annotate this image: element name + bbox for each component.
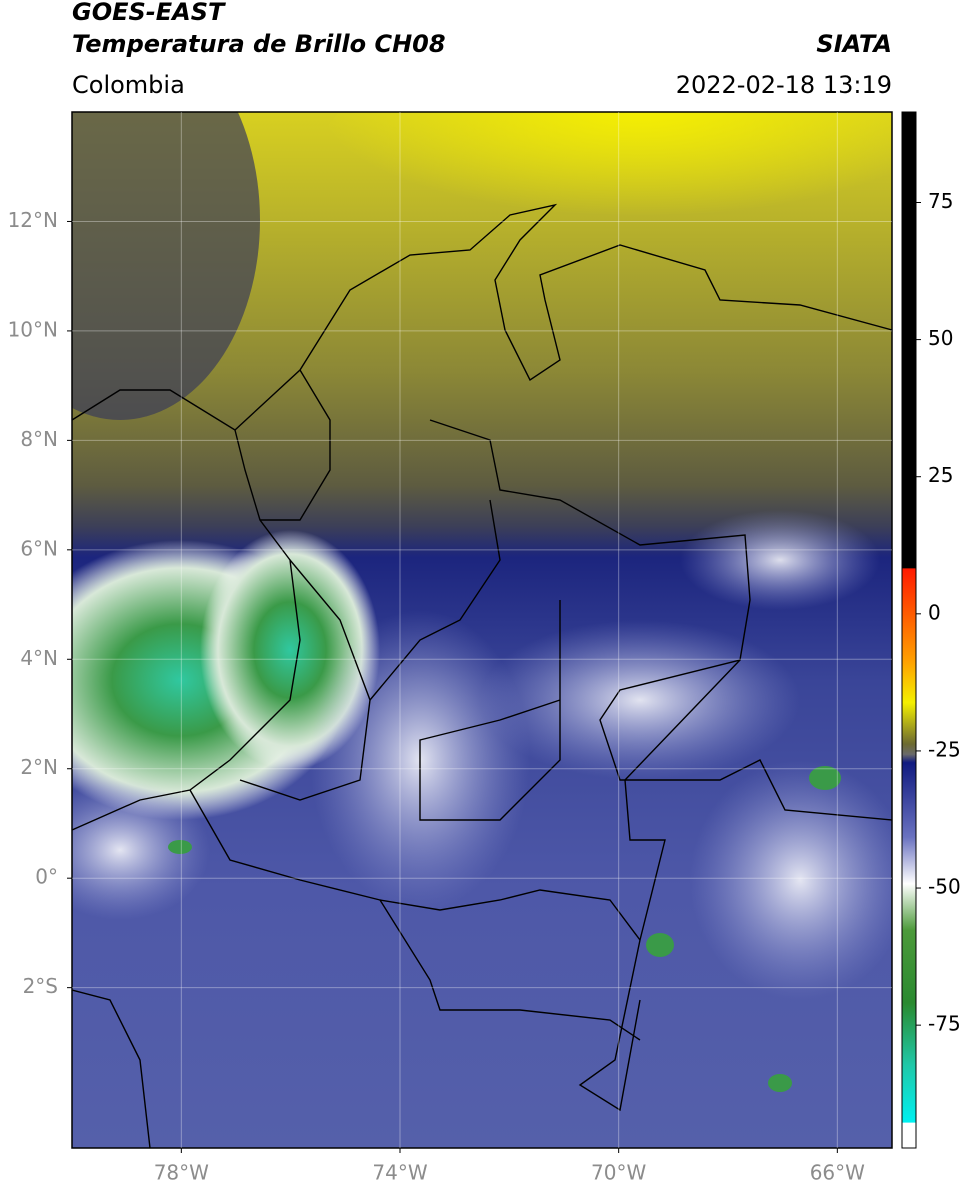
colorbar-tick-label: 0	[928, 600, 941, 624]
lat-tick-label: 8°N	[20, 427, 58, 451]
colorbar-tick-label: 25	[928, 463, 953, 487]
lat-tick-label: 2°S	[23, 974, 58, 998]
colorbar-tick-label: 50	[928, 326, 953, 350]
lat-tick-label: 6°N	[20, 536, 58, 560]
lat-tick-label: 10°N	[8, 317, 58, 341]
colorbar-tick-label: -50	[928, 875, 961, 899]
subtitle: Temperatura de Brillo CH08	[72, 30, 446, 58]
lat-tick-label: 4°N	[20, 646, 58, 670]
colorbar	[901, 111, 917, 1149]
lat-tick-label: 0°	[35, 865, 58, 889]
title: GOES-EAST	[72, 0, 226, 26]
datetime: 2022-02-18 13:19	[676, 71, 892, 99]
colorbar-tick-label: -25	[928, 737, 961, 761]
lon-tick-label: 70°W	[591, 1161, 646, 1185]
lon-tick-label: 66°W	[810, 1161, 865, 1185]
region: Colombia	[72, 71, 185, 99]
colorbar-tick-label: -75	[928, 1012, 961, 1036]
lat-tick-label: 12°N	[8, 208, 58, 232]
graticule	[72, 112, 892, 1148]
map-frame	[71, 111, 893, 1149]
lat-tick-label: 2°N	[20, 755, 58, 779]
colorbar-tick-label: 75	[928, 189, 953, 213]
satellite-image	[72, 112, 892, 1148]
lon-tick-label: 74°W	[372, 1161, 427, 1185]
source: SIATA	[816, 30, 892, 58]
lon-tick-label: 78°W	[154, 1161, 209, 1185]
